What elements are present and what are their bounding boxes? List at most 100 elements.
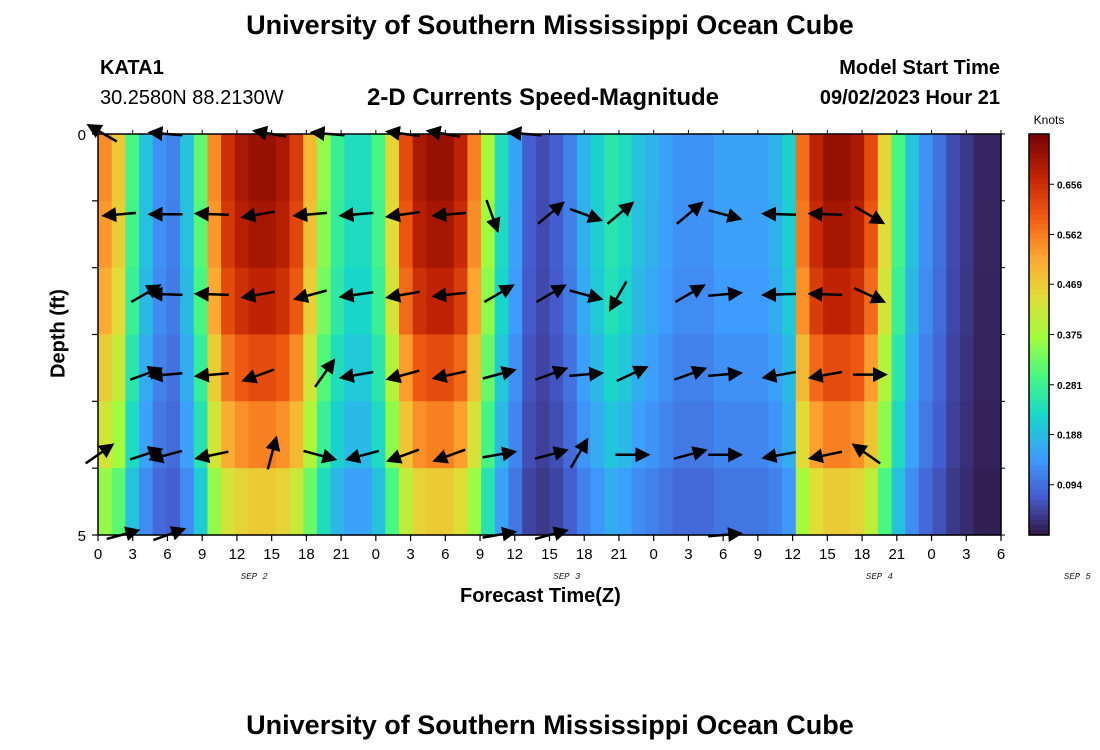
- heatmap-cell: [357, 468, 373, 536]
- current-arrow: [101, 207, 137, 223]
- heatmap-cell: [576, 134, 592, 202]
- heatmap-cell: [836, 267, 852, 336]
- heatmap-cell: [549, 334, 564, 402]
- heatmap-cell: [836, 334, 852, 402]
- x-tick-label: 15: [263, 546, 280, 563]
- heatmap-cell: [713, 468, 728, 536]
- colorbar-segment: [1029, 434, 1049, 441]
- heatmap-cell: [563, 200, 578, 269]
- heatmap-cell: [139, 334, 154, 402]
- colorbar-segment: [1029, 354, 1049, 361]
- heatmap-cell: [453, 334, 469, 402]
- x-tick-label: 6: [719, 546, 727, 563]
- heatmap-cell: [385, 134, 400, 202]
- colorbar-segment: [1029, 339, 1049, 346]
- day-label: SEP 4: [866, 572, 893, 582]
- heatmap-cell: [275, 134, 291, 202]
- heatmap-cell: [576, 334, 592, 402]
- colorbar-tick-label: 0.656: [1057, 180, 1082, 191]
- heatmap-cell: [864, 134, 879, 202]
- heatmap-cell: [590, 200, 605, 269]
- heatmap-cell: [795, 334, 811, 402]
- current-arrow: [708, 286, 744, 302]
- heatmap-cell: [193, 468, 209, 536]
- colorbar-segment: [1029, 279, 1049, 285]
- heatmap-cell: [617, 334, 633, 402]
- current-arrow: [708, 208, 743, 223]
- heatmap-cell: [467, 200, 482, 269]
- heatmap-cell: [836, 401, 852, 469]
- heatmap-cell: [700, 468, 715, 536]
- heatmap-cell: [399, 334, 414, 402]
- heatmap-cell: [303, 134, 318, 202]
- current-arrow: [432, 448, 466, 464]
- heatmap-cell: [809, 134, 824, 202]
- x-tick-label: 18: [854, 546, 871, 563]
- x-tick-label: 3: [684, 546, 692, 563]
- heatmap-cell: [248, 468, 263, 536]
- colorbar-tick-label: 0.375: [1057, 331, 1082, 342]
- colorbar-segment: [1029, 199, 1049, 205]
- heatmap-cell: [549, 134, 564, 202]
- current-arrow: [147, 367, 183, 383]
- heatmap-cell: [741, 468, 756, 536]
- heatmap-cell: [850, 334, 865, 402]
- colorbar-segment: [1029, 259, 1049, 265]
- colorbar-segment: [1029, 414, 1049, 421]
- heatmap-cell: [248, 267, 263, 336]
- current-arrow: [384, 125, 420, 141]
- colorbar-segment: [1029, 154, 1049, 160]
- heatmap-cell: [207, 200, 222, 269]
- current-arrow: [807, 448, 843, 464]
- heatmap-cell: [932, 401, 947, 469]
- heatmap-cell: [166, 134, 181, 202]
- heatmap-cell: [672, 401, 687, 469]
- heatmap-cell: [139, 200, 154, 269]
- heatmap-cell: [481, 200, 496, 269]
- heatmap-cell: [166, 334, 181, 402]
- heatmap-cell: [754, 468, 770, 536]
- heatmap-cell: [344, 134, 359, 202]
- heatmap-cell: [823, 200, 838, 269]
- current-arrow: [482, 526, 518, 542]
- heatmap-cell: [221, 267, 236, 336]
- heatmap-cell: [987, 200, 1002, 269]
- heatmap-cell: [645, 267, 660, 336]
- heatmap-cell: [494, 334, 510, 402]
- heatmap-cell: [891, 468, 906, 536]
- heatmap-cell: [98, 134, 113, 202]
- current-arrow: [854, 205, 886, 225]
- heatmap-cell: [125, 401, 140, 469]
- current-arrow: [482, 446, 518, 462]
- colorbar-segment: [1029, 189, 1049, 195]
- heatmap-cell: [385, 267, 400, 336]
- page-title: University of Southern Mississippi Ocean…: [246, 10, 854, 40]
- heatmap-cell: [399, 401, 414, 469]
- x-tick-label: 12: [229, 546, 246, 563]
- heatmap-cell: [658, 334, 674, 402]
- colorbar-segment: [1029, 314, 1049, 321]
- heatmap-cell: [741, 200, 756, 269]
- heatmap-cell: [590, 334, 605, 402]
- x-axis-label: Forecast Time(Z): [460, 585, 621, 607]
- heatmap-cell: [645, 200, 660, 269]
- heatmap-cell: [672, 468, 687, 536]
- heatmap-cell: [959, 267, 975, 336]
- colorbar-segment: [1029, 149, 1049, 155]
- colorbar-segment: [1029, 529, 1049, 536]
- heatmap-cell: [262, 334, 277, 402]
- current-arrow: [761, 448, 797, 464]
- heatmap-cell: [877, 334, 893, 402]
- heatmap-cell: [645, 401, 660, 469]
- current-arrow: [569, 437, 589, 469]
- current-arrow: [569, 207, 604, 223]
- x-tick-label: 12: [506, 546, 523, 563]
- current-arrow: [344, 448, 380, 464]
- heatmap-cell: [959, 334, 975, 402]
- heatmap-cell: [795, 134, 811, 202]
- heatmap-cell: [604, 200, 619, 269]
- heatmap-cell: [467, 267, 482, 336]
- station-coordinates: 30.2580N 88.2130W: [100, 87, 284, 109]
- heatmap-cell: [549, 401, 564, 469]
- heatmap-cell: [959, 200, 975, 269]
